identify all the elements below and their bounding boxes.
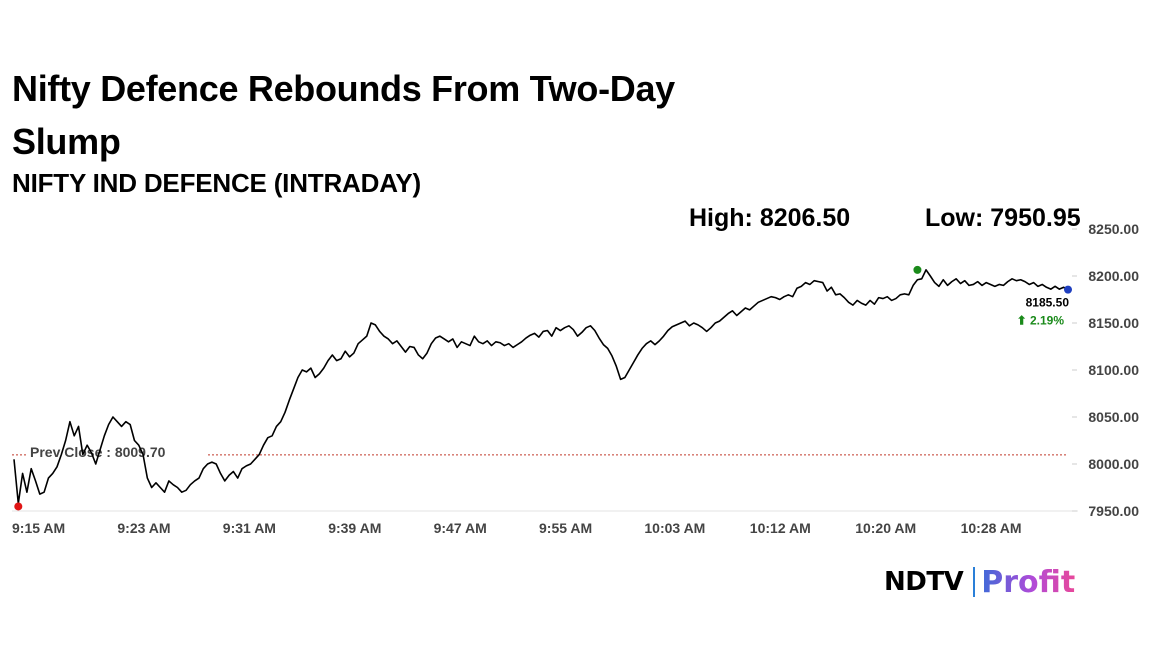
logo-ndtv-text: NDTV (884, 567, 964, 597)
logo-divider (973, 567, 976, 597)
y-tick-label: 7950.00 (1088, 503, 1139, 519)
y-tick-label: 8000.00 (1088, 456, 1139, 472)
x-tick-label: 9:39 AM (328, 520, 381, 536)
x-tick-label: 10:03 AM (644, 520, 705, 536)
x-tick-label: 9:15 AM (12, 520, 65, 536)
high-point-marker (913, 265, 922, 274)
y-tick-label: 8200.00 (1088, 268, 1139, 284)
chart-subtitle: NIFTY IND DEFENCE (INTRADAY) (12, 168, 421, 198)
x-tick-label: 10:20 AM (855, 520, 916, 536)
high-value: High: 8206.50 (689, 204, 851, 232)
low-point-marker (14, 502, 23, 511)
x-tick-label: 9:31 AM (223, 520, 276, 536)
last-change-label: ⬆ 2.19% (1017, 314, 1065, 328)
x-tick-label: 9:55 AM (539, 520, 592, 536)
last-point-marker (1064, 285, 1072, 294)
chart-title: Nifty Defence Rebounds From Two-Day Slum… (12, 68, 675, 162)
x-tick-label: 10:28 AM (961, 520, 1022, 536)
y-tick-label: 8100.00 (1088, 362, 1139, 378)
series-line-price (13, 269, 1069, 505)
ndtv-profit-logo: NDTV Profit (884, 564, 1075, 600)
low-value: Low: 7950.95 (925, 204, 1081, 232)
x-axis-ticks: 9:15 AM 9:23 AM 9:31 AM 9:39 AM 9:47 AM 9:55 … (12, 520, 1022, 536)
y-tick-label: 8250.00 (1088, 221, 1139, 237)
logo-profit-text: Profit (981, 564, 1076, 600)
y-tick-label: 8150.00 (1088, 315, 1139, 331)
x-tick-label: 9:47 AM (434, 520, 487, 536)
last-value-label: 8185.50 (1026, 296, 1070, 310)
y-axis-ticks: 7950.00 8000.00 8050.00 8100.00 8150.00 8200.… (1072, 221, 1139, 519)
prev-close-label-bg (26, 440, 206, 461)
y-tick-label: 8050.00 (1088, 409, 1139, 425)
x-tick-label: 10:12 AM (750, 520, 811, 536)
x-tick-label: 9:23 AM (117, 520, 170, 536)
